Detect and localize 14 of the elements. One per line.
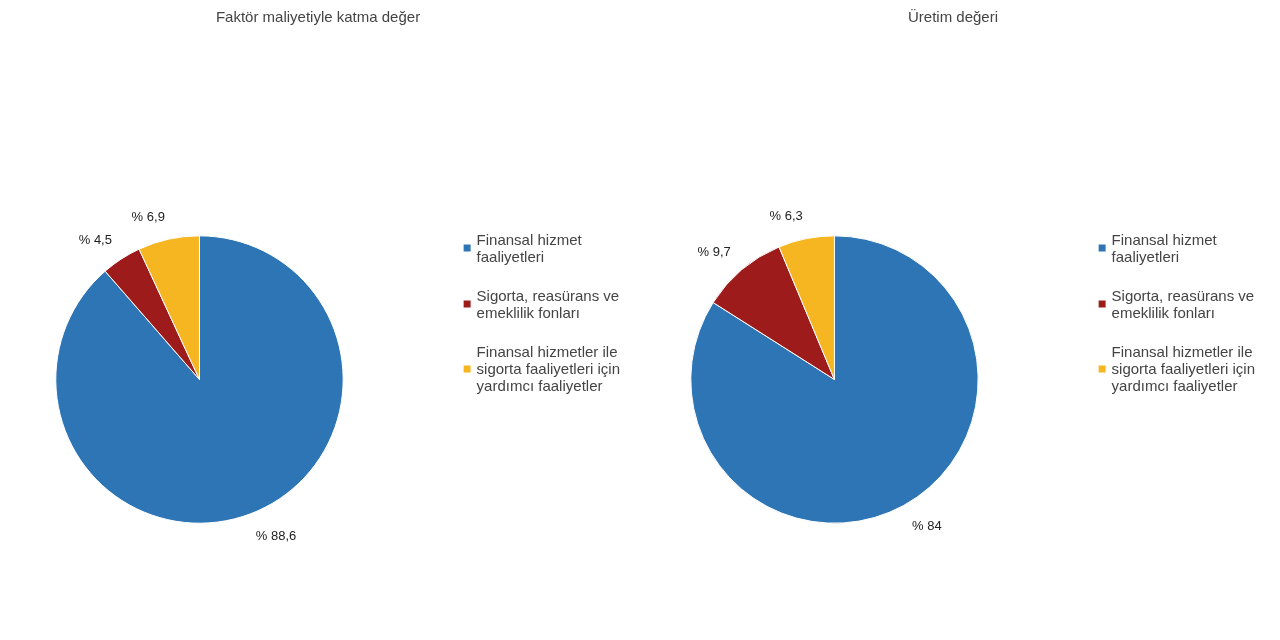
data-label: % 6,9 [131, 209, 165, 225]
data-label: % 6,3 [769, 208, 803, 224]
chart-title: Üretim değeri [907, 7, 999, 25]
chart-title: Faktör maliyetiyle katma değer [215, 7, 421, 25]
data-label: % 9,7 [697, 244, 731, 260]
legend-label: Sigorta, reasürans ve emeklilik fonları [1111, 286, 1255, 321]
data-label: % 84 [911, 518, 942, 534]
legend-label: Finansal hizmetler ile sigorta faaliyetleri için yardımcı faaliyetler [1111, 342, 1255, 394]
data-label: % 4,5 [78, 232, 112, 248]
legend-label: Finansal hizmetler ile sigorta faaliyetleri için yardımcı faaliyetler [476, 342, 620, 394]
data-label: % 88,6 [255, 528, 297, 544]
legend-label: Finansal hizmet faaliyetleri [476, 230, 582, 265]
legend-label: Finansal hizmet faaliyetleri [1111, 230, 1217, 265]
legend-label: Sigorta, reasürans ve emeklilik fonları [476, 286, 620, 321]
